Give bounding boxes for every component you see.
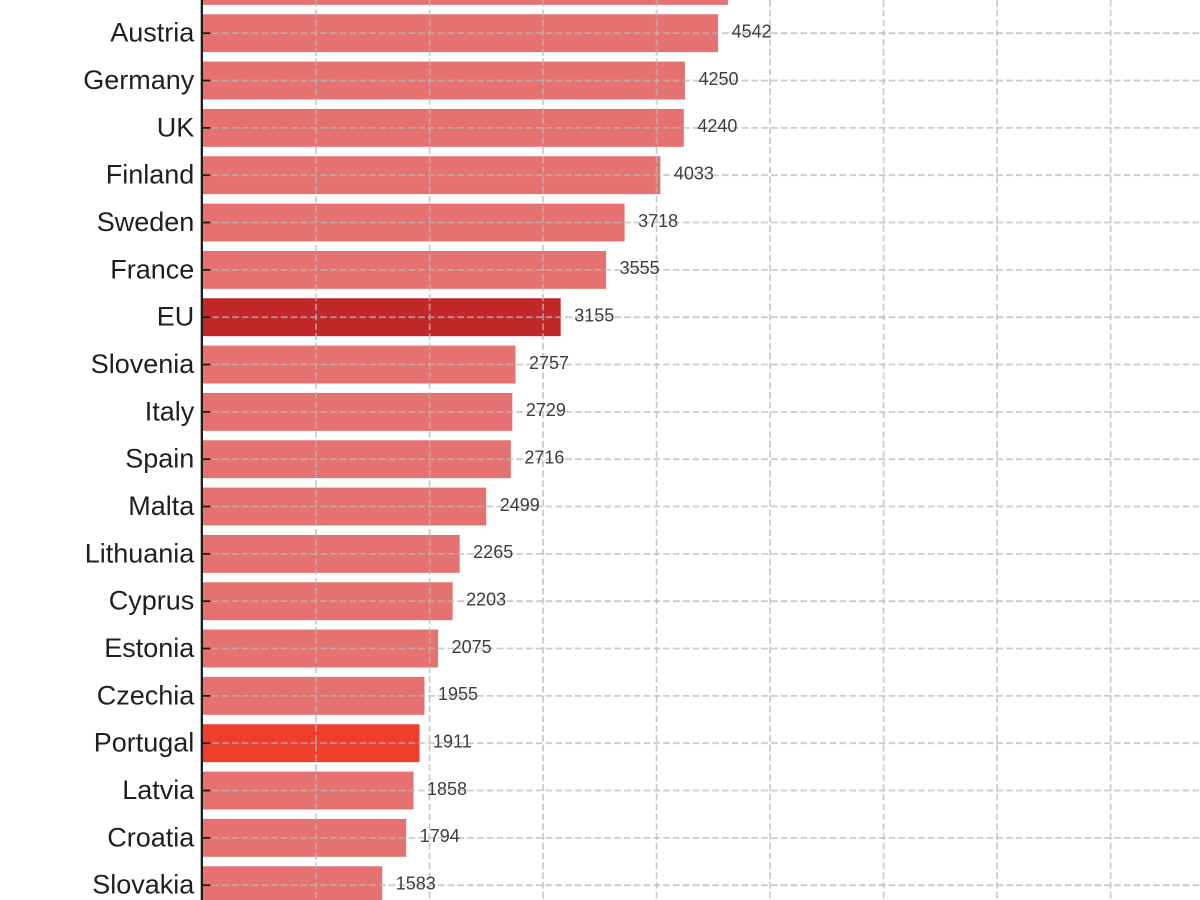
svg-text:3718: 3718 <box>638 211 678 231</box>
svg-text:Slovakia: Slovakia <box>92 870 195 900</box>
svg-text:Spain: Spain <box>125 444 194 474</box>
svg-text:2757: 2757 <box>529 353 569 373</box>
svg-text:Latvia: Latvia <box>122 775 195 805</box>
svg-text:1911: 1911 <box>433 732 472 752</box>
svg-text:3555: 3555 <box>620 258 660 278</box>
svg-text:Germany: Germany <box>83 65 195 95</box>
svg-text:2499: 2499 <box>500 495 540 515</box>
svg-text:Sweden: Sweden <box>97 207 195 237</box>
svg-text:Estonia: Estonia <box>104 633 195 663</box>
svg-text:2075: 2075 <box>452 637 492 657</box>
svg-text:2716: 2716 <box>524 448 564 468</box>
svg-text:1858: 1858 <box>427 779 467 799</box>
svg-text:Finland: Finland <box>106 160 195 190</box>
svg-text:2729: 2729 <box>526 400 566 420</box>
svg-text:Czechia: Czechia <box>97 680 196 710</box>
svg-text:2265: 2265 <box>473 542 513 562</box>
svg-text:4240: 4240 <box>697 116 737 136</box>
svg-text:Austria: Austria <box>110 18 195 48</box>
svg-text:Cyprus: Cyprus <box>109 586 195 616</box>
svg-text:1794: 1794 <box>420 826 460 846</box>
svg-text:Croatia: Croatia <box>107 822 195 852</box>
svg-text:Portugal: Portugal <box>94 728 195 758</box>
svg-text:Malta: Malta <box>128 491 195 521</box>
svg-text:4033: 4033 <box>674 164 714 184</box>
svg-text:France: France <box>110 254 194 284</box>
svg-text:EU: EU <box>157 302 195 332</box>
svg-text:4542: 4542 <box>732 22 772 42</box>
svg-text:1955: 1955 <box>438 684 478 704</box>
svg-text:3155: 3155 <box>574 306 614 326</box>
svg-text:UK: UK <box>157 112 195 142</box>
svg-text:Italy: Italy <box>145 396 195 426</box>
svg-text:Slovenia: Slovenia <box>91 349 196 379</box>
svg-text:2203: 2203 <box>466 590 506 610</box>
svg-text:1583: 1583 <box>396 874 436 894</box>
svg-text:4250: 4250 <box>698 69 738 89</box>
svg-text:Lithuania: Lithuania <box>85 538 196 568</box>
